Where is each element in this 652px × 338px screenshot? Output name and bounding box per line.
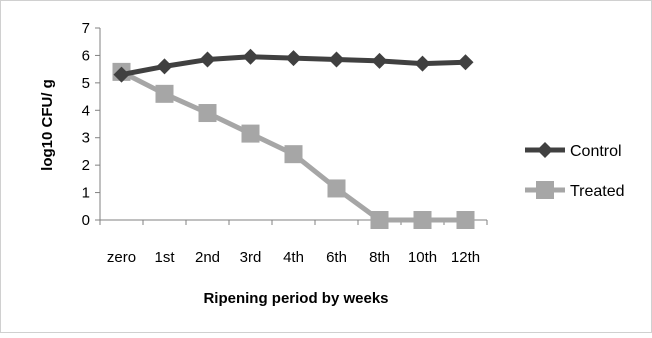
axes: 0 1 2 3 4 5 6 7 zero 1st 2nd 3rd 4th 6th 8th 10th 12th <box>82 20 488 266</box>
data-point-treated <box>413 211 432 229</box>
series-layer <box>112 48 475 229</box>
data-point-control <box>371 52 388 69</box>
legend-item-treated: Treated <box>525 181 625 200</box>
legend-marker-treated <box>536 181 554 199</box>
data-point-treated <box>198 104 217 123</box>
legend: Control Treated <box>525 142 625 200</box>
x-tick-label: 1st <box>154 249 175 266</box>
data-point-treated <box>327 179 346 198</box>
y-tick-label: 1 <box>82 185 90 202</box>
data-point-control <box>457 54 474 71</box>
y-tick-label: 6 <box>82 47 90 64</box>
x-tick-label: 2nd <box>195 249 220 266</box>
x-tick-label: 6th <box>326 249 347 266</box>
data-point-treated <box>155 84 174 103</box>
y-tick-label: 3 <box>82 130 90 147</box>
data-point-control <box>285 50 302 67</box>
legend-marker-control <box>537 142 553 158</box>
y-tick-label: 0 <box>82 212 90 229</box>
data-point-control <box>113 66 130 83</box>
legend-label-control: Control <box>570 143 622 160</box>
data-point-control <box>414 55 431 72</box>
data-point-control <box>156 58 173 75</box>
y-axis-title: log10 CFU/ g <box>39 79 56 171</box>
data-point-treated <box>370 211 389 229</box>
y-tick-label: 5 <box>82 75 90 92</box>
x-tick-label: 3rd <box>240 249 262 266</box>
data-point-control <box>242 48 259 65</box>
data-point-control <box>328 51 345 68</box>
data-point-treated <box>284 145 303 164</box>
data-point-treated <box>241 124 260 143</box>
x-tick-label: zero <box>107 249 136 266</box>
y-tick-label: 4 <box>82 102 90 119</box>
x-tick-label: 10th <box>408 249 437 266</box>
legend-item-control: Control <box>525 142 622 160</box>
series-control <box>113 48 474 83</box>
x-tick-label: 8th <box>369 249 390 266</box>
y-tick-label: 7 <box>82 20 90 37</box>
x-tick-label: 12th <box>451 249 480 266</box>
data-point-control <box>199 51 216 68</box>
y-tick-label: 2 <box>82 157 90 174</box>
legend-label-treated: Treated <box>570 183 625 200</box>
x-axis-title: Ripening period by weeks <box>203 290 388 307</box>
x-tick-label: 4th <box>283 249 304 266</box>
data-point-treated <box>456 211 475 229</box>
